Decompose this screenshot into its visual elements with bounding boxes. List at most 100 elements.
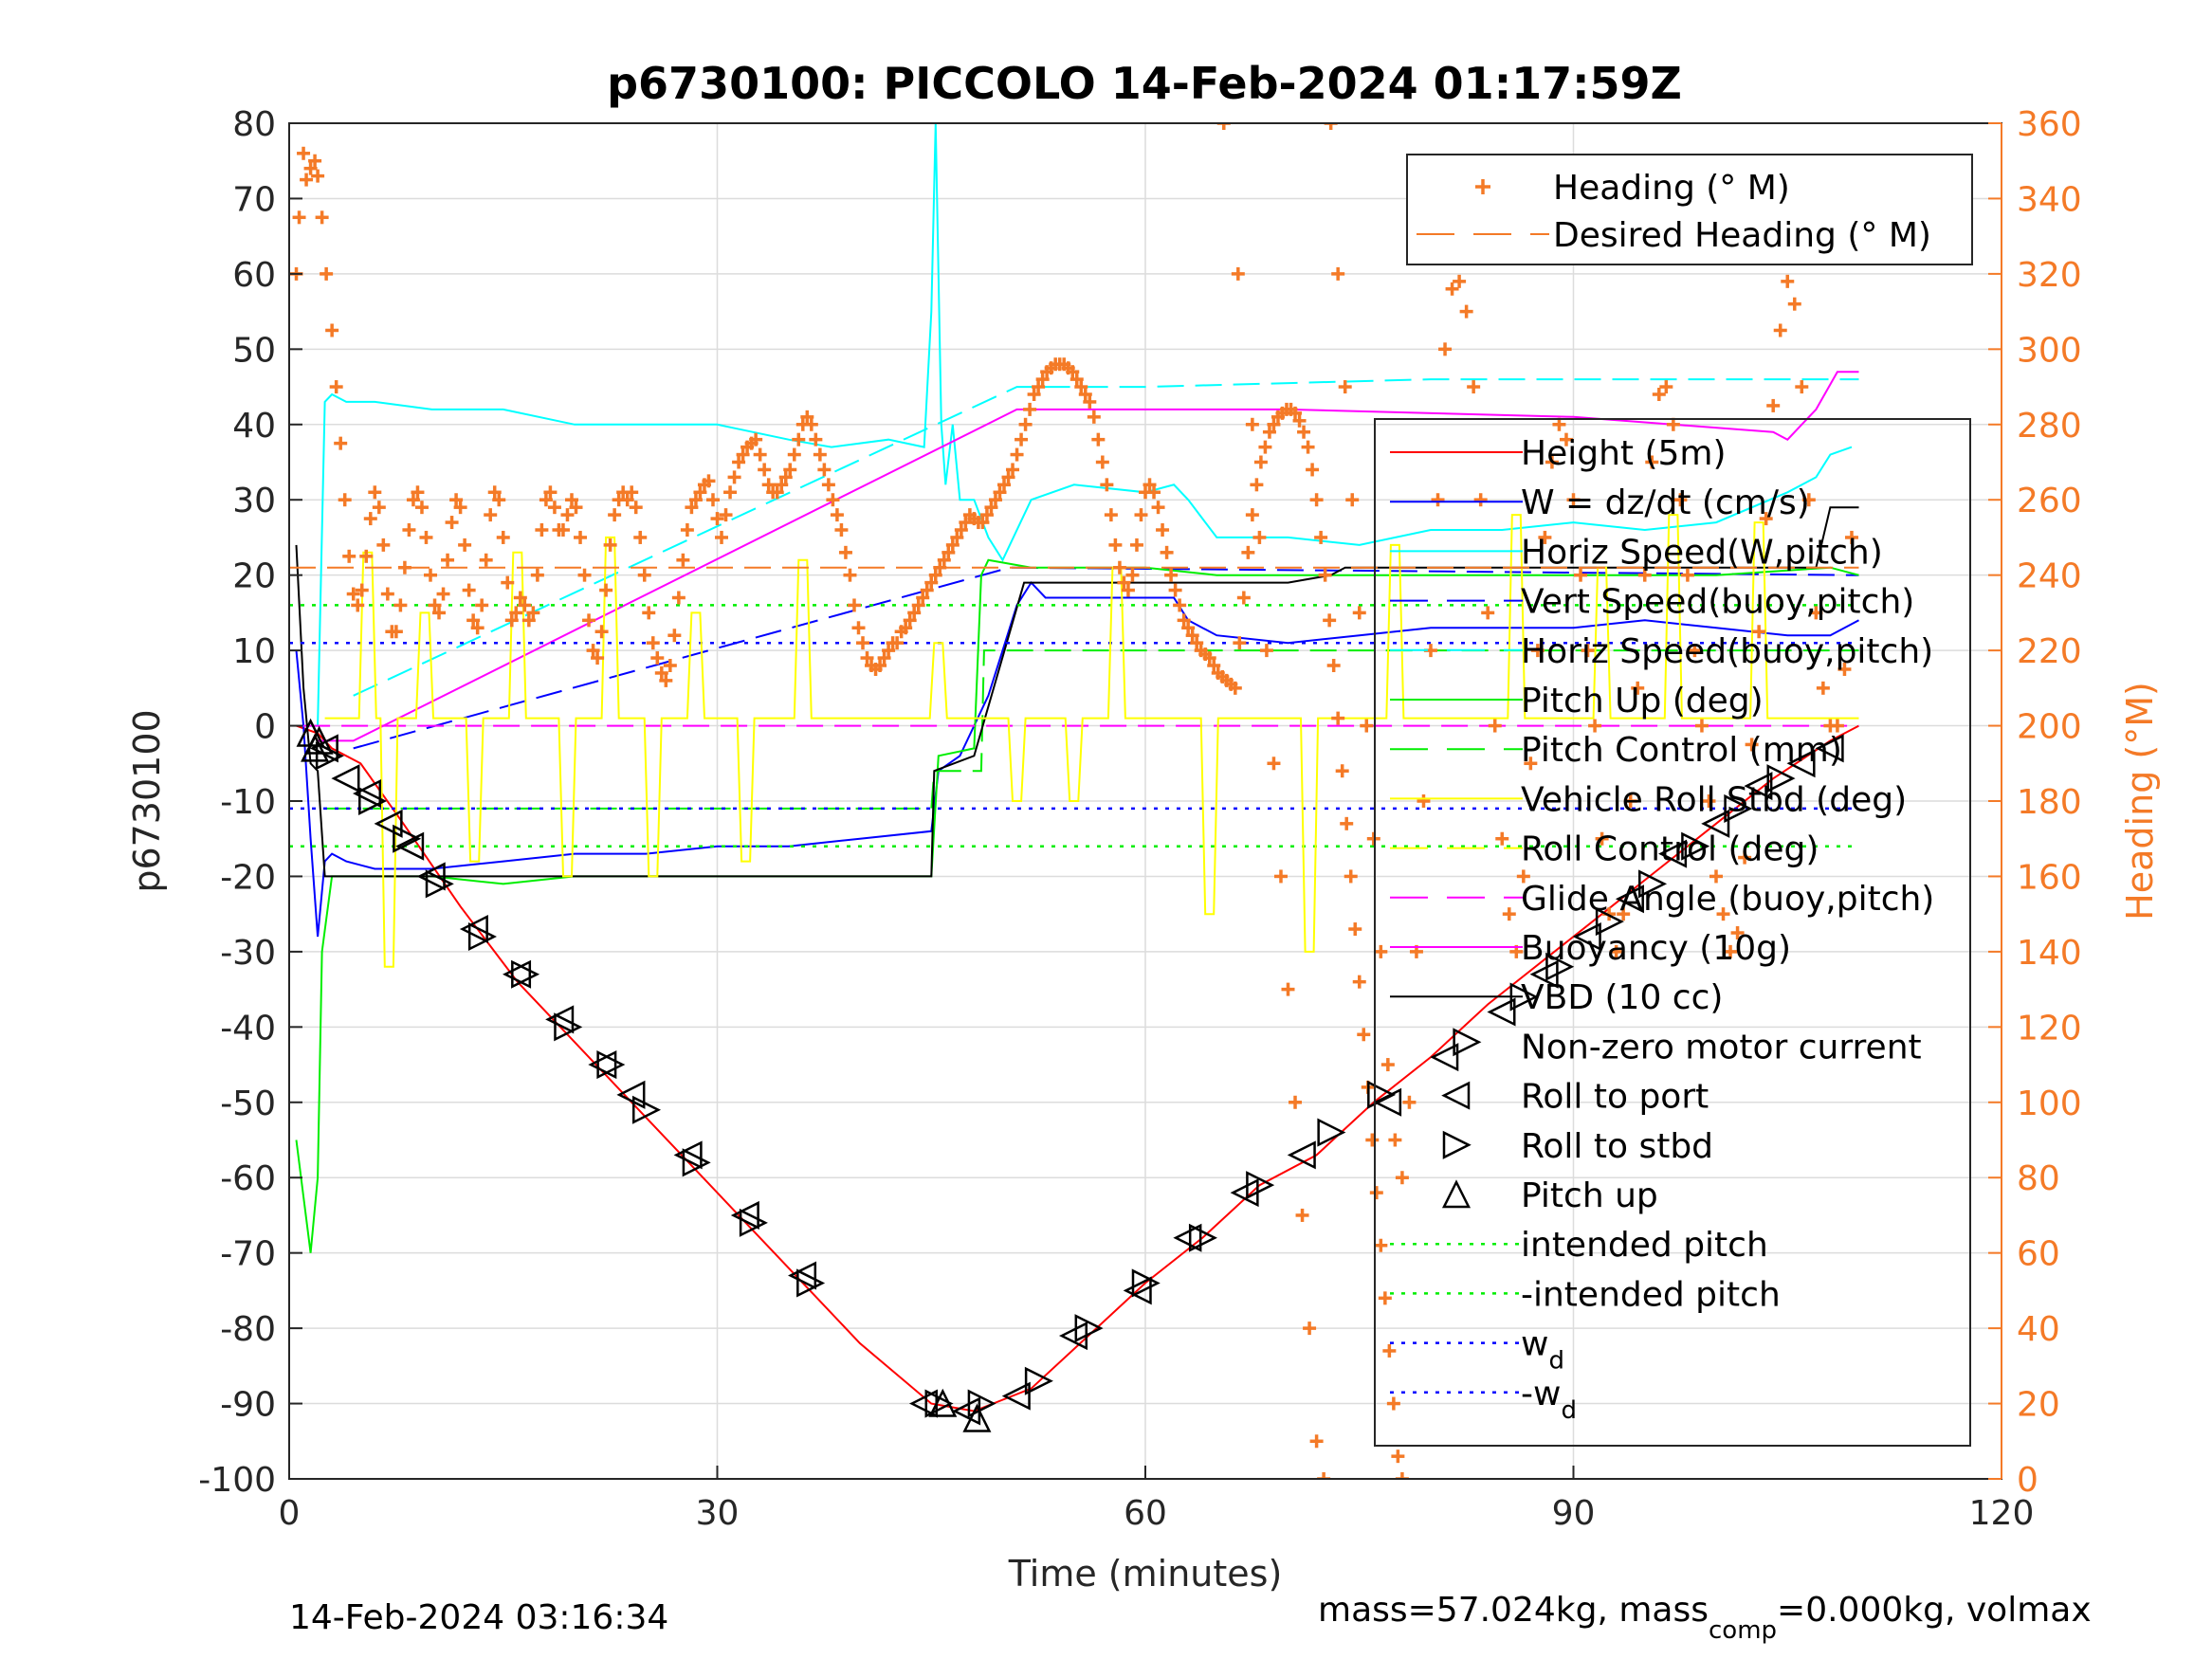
y-tick-label: 0 (254, 708, 276, 747)
roll-port-marker (1815, 734, 1844, 763)
roll-port-marker (1287, 1140, 1316, 1170)
legend-main-label: -intended pitch (1521, 1275, 1781, 1314)
heading-point (924, 575, 939, 590)
heading-point (1309, 493, 1324, 507)
heading-point (1151, 501, 1165, 515)
heading-point (758, 463, 772, 477)
heading-point (292, 210, 306, 225)
heading-point (988, 493, 1002, 507)
heading-point (1069, 373, 1084, 387)
y2-tick-label: 60 (2017, 1235, 2060, 1274)
heading-point (1360, 719, 1374, 733)
legend-heading-label: Desired Heading (° M) (1553, 216, 1931, 255)
y-tick-label: 10 (232, 632, 276, 671)
heading-point (586, 644, 600, 658)
footer-mass-suffix: =0.000kg, volmax (1777, 1591, 2092, 1630)
roll-port-marker (1701, 809, 1730, 838)
y2-tick-label: 320 (2017, 256, 2082, 295)
heading-point (1095, 455, 1109, 469)
heading-point (1207, 659, 1221, 672)
legend-main-label: Roll to port (1521, 1078, 1709, 1117)
roll-port-marker (1572, 921, 1601, 952)
roll-stbd-marker (1766, 764, 1796, 793)
heading-point (308, 154, 322, 168)
heading-point (928, 568, 942, 582)
heading-point (376, 538, 391, 552)
heading-point (1645, 455, 1659, 469)
heading-point (1481, 606, 1495, 620)
heading-point (411, 485, 425, 500)
roll-port-marker (1123, 1276, 1152, 1305)
legend-main-label: Height (5m) (1521, 434, 1727, 473)
heading-point (556, 523, 570, 537)
roll-port-marker (1058, 1322, 1088, 1351)
heading-point (406, 493, 420, 507)
heading-point (1023, 402, 1037, 416)
heading-point (428, 598, 442, 612)
roll-port-marker (352, 779, 382, 809)
heading-point (449, 493, 464, 507)
heading-point (856, 636, 870, 650)
heading-point (445, 516, 459, 530)
heading-point (453, 501, 467, 515)
y-tick-label: -10 (220, 783, 276, 822)
heading-point (770, 485, 784, 500)
heading-point (916, 591, 930, 605)
heading-point (577, 568, 592, 582)
y2-tick-label: 200 (2017, 708, 2082, 747)
heading-point (792, 432, 806, 447)
heading-point (372, 501, 386, 515)
footer-timestamp: 14-Feb-2024 03:16:34 (289, 1598, 668, 1637)
heading-point (1267, 757, 1281, 771)
legend-main-label: Vehicle Roll Stbd (deg) (1521, 780, 1907, 819)
heading-point (749, 432, 763, 447)
x-tick-label: 30 (696, 1494, 740, 1533)
y2-tick-label: 0 (2017, 1461, 2038, 1500)
roll-port-marker (730, 1200, 759, 1230)
heading-point (1467, 380, 1481, 394)
heading-point (826, 493, 840, 507)
roll-stbd-marker (596, 1050, 626, 1080)
heading-point (526, 606, 540, 620)
heading-point (547, 501, 561, 515)
roll-stbd-marker (1367, 1080, 1397, 1109)
heading-point (877, 651, 891, 665)
heading-point (1348, 922, 1362, 937)
series-horiz-speed-buoy-pitch- (353, 378, 1859, 697)
heading-point (311, 169, 325, 183)
roll-stbd-marker (1545, 952, 1575, 981)
heading-point (787, 447, 801, 462)
legend-main-label: Roll to stbd (1521, 1127, 1713, 1166)
heading-point (479, 553, 493, 567)
heading-point (941, 545, 956, 559)
heading-point (1259, 644, 1273, 658)
pitch-up-marker (962, 1403, 992, 1432)
heading-point (676, 553, 690, 567)
heading-point (1295, 1208, 1309, 1222)
y2-tick-label: 280 (2017, 407, 2082, 446)
heading-point (1289, 406, 1303, 420)
heading-point (1357, 1028, 1371, 1042)
heading-point (591, 651, 605, 665)
heading-point (539, 493, 553, 507)
roll-port-marker (374, 809, 403, 838)
heading-point (1709, 869, 1723, 884)
heading-point (1524, 757, 1538, 771)
heading-point (804, 417, 818, 431)
heading-point (1317, 1472, 1331, 1479)
heading-point (355, 583, 369, 597)
heading-point (1258, 440, 1272, 454)
heading-point (1309, 1434, 1324, 1449)
heading-point (1125, 568, 1140, 582)
heading-point (1781, 274, 1795, 288)
heading-point (1324, 123, 1338, 130)
heading-point (629, 501, 643, 515)
roll-stbd-marker (1188, 1223, 1217, 1252)
heading-point (1344, 869, 1358, 884)
heading-point (1453, 274, 1467, 288)
legend-main-label: intended pitch (1521, 1226, 1768, 1265)
heading-point (1374, 944, 1388, 958)
heading-point (873, 659, 887, 672)
heading-point (1147, 485, 1161, 500)
